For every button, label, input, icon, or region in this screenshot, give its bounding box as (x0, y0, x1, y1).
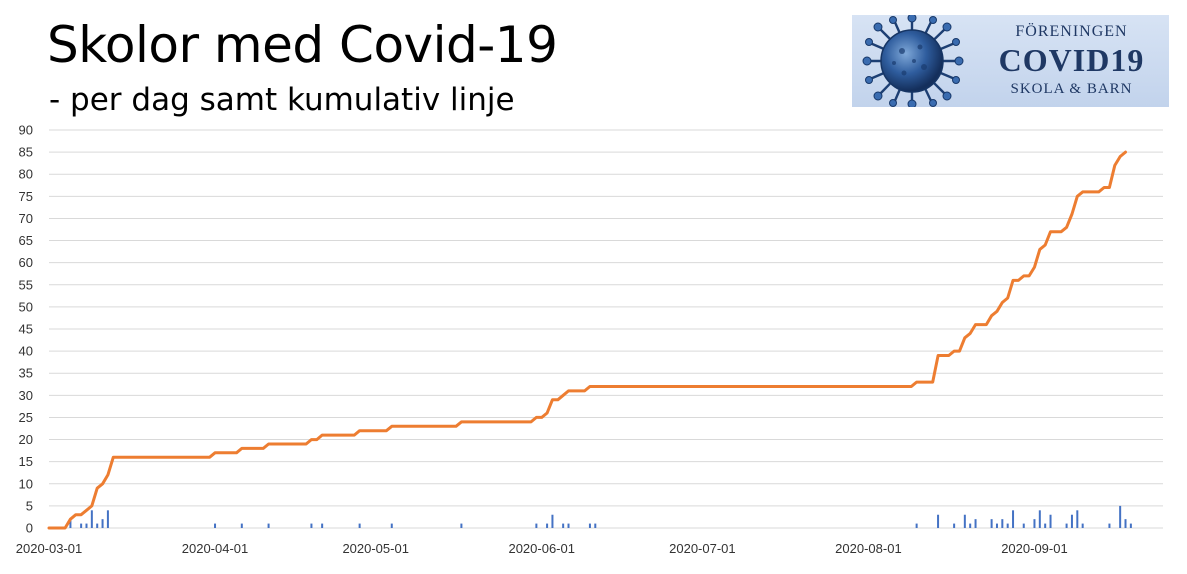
y-tick-label: 90 (19, 123, 33, 138)
daily-bar (85, 523, 88, 528)
x-tick-label: 2020-04-01 (182, 541, 249, 556)
daily-bar (390, 523, 393, 528)
daily-bars (69, 505, 1132, 528)
daily-bar (588, 523, 591, 528)
daily-bar (1124, 519, 1127, 528)
chart-subtitle: - per dag samt kumulativ linje (49, 82, 515, 118)
y-tick-label: 0 (26, 521, 33, 536)
daily-bar (90, 510, 93, 528)
daily-bar (1070, 514, 1073, 528)
daily-bar (240, 523, 243, 528)
y-tick-label: 15 (19, 454, 33, 469)
daily-bar (106, 510, 109, 528)
y-tick-label: 35 (19, 366, 33, 381)
virus-icon (862, 15, 964, 107)
daily-bar (1119, 505, 1122, 528)
y-tick-label: 20 (19, 432, 33, 447)
x-tick-label: 2020-08-01 (835, 541, 902, 556)
y-tick-label: 70 (19, 211, 33, 226)
daily-bar (551, 514, 554, 528)
daily-bar (963, 514, 966, 528)
daily-bar (969, 523, 972, 528)
y-tick-label: 30 (19, 388, 33, 403)
daily-bar (1129, 523, 1132, 528)
daily-bar (567, 523, 570, 528)
daily-bar (358, 523, 361, 528)
daily-bar (594, 523, 597, 528)
daily-bar (546, 523, 549, 528)
daily-bar (310, 523, 313, 528)
daily-bar (562, 523, 565, 528)
logo-line-foreningen: FÖRENINGEN (1015, 23, 1128, 40)
y-tick-label: 75 (19, 189, 33, 204)
y-tick-label: 60 (19, 255, 33, 270)
daily-bar (1006, 523, 1009, 528)
y-tick-label: 5 (26, 498, 33, 513)
chart-title: Skolor med Covid-19 (47, 16, 558, 74)
y-tick-label: 25 (19, 410, 33, 425)
y-tick-label: 40 (19, 344, 33, 359)
daily-bar (974, 519, 977, 528)
daily-bar (1049, 514, 1052, 528)
y-tick-label: 55 (19, 277, 33, 292)
x-axis-ticks: 2020-03-01 2020-04-01 2020-05-01 2020-06-01… (16, 541, 1068, 556)
y-tick-label: 45 (19, 322, 33, 337)
daily-bar (460, 523, 463, 528)
y-tick-label: 85 (19, 145, 33, 160)
covid19-association-logo: FÖRENINGEN COVID19 SKOLA & BARN (852, 15, 1169, 107)
daily-bar (937, 514, 940, 528)
x-tick-label: 2020-05-01 (342, 541, 409, 556)
x-tick-label: 2020-03-01 (16, 541, 83, 556)
cumulative-line (47, 150, 1127, 530)
daily-bar (69, 519, 72, 528)
daily-bar (1012, 510, 1015, 528)
gridlines (49, 129, 1163, 529)
logo-line-skola-barn: SKOLA & BARN (1010, 81, 1133, 97)
daily-bar (267, 523, 270, 528)
daily-bar (915, 523, 918, 528)
x-tick-label: 2020-09-01 (1001, 541, 1068, 556)
x-tick-label: 2020-07-01 (669, 541, 736, 556)
y-tick-label: 10 (19, 476, 33, 491)
daily-bar (80, 523, 83, 528)
y-tick-label: 50 (19, 299, 33, 314)
daily-bar (321, 523, 324, 528)
daily-bar (1108, 523, 1111, 528)
cumulative-series-line (47, 150, 1127, 530)
y-tick-label: 65 (19, 233, 33, 248)
daily-bar (1022, 523, 1025, 528)
x-tick-label: 2020-06-01 (508, 541, 575, 556)
daily-bar (1076, 510, 1079, 528)
y-tick-label: 80 (19, 167, 33, 182)
daily-bar (1033, 519, 1036, 528)
daily-bar (1001, 519, 1004, 528)
daily-bar (1081, 523, 1084, 528)
daily-bar (1044, 523, 1047, 528)
y-axis-ticks: 0 5 10 15 20 25 30 35 40 45 50 55 60 65 70 75 80 85 90 (19, 123, 33, 536)
daily-bar (995, 523, 998, 528)
daily-bar (1038, 510, 1041, 528)
daily-bar (953, 523, 956, 528)
daily-bar (214, 523, 217, 528)
daily-bar (96, 523, 99, 528)
daily-bar (101, 519, 104, 528)
logo-line-covid19: COVID19 (998, 42, 1145, 78)
daily-bar (1065, 523, 1068, 528)
daily-bar (990, 519, 993, 528)
daily-bar (535, 523, 538, 528)
